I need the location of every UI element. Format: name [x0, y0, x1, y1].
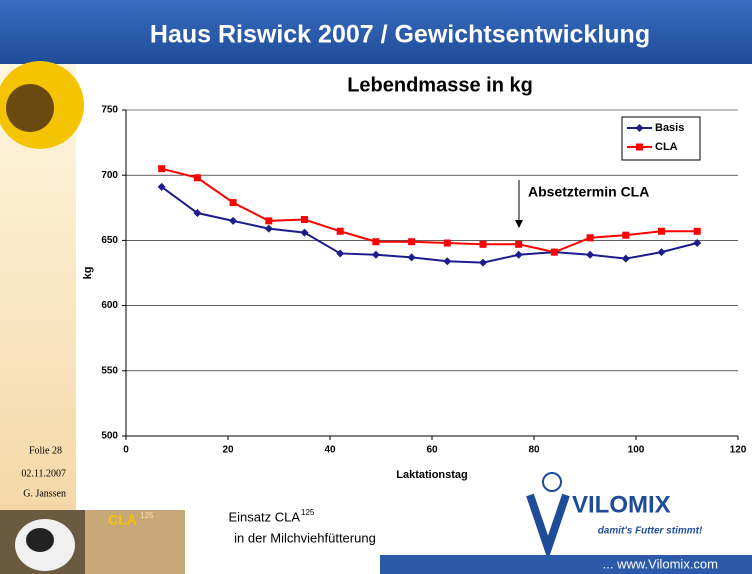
caption: Einsatz CLA [228, 509, 300, 524]
caption: in der Milchviehfütterung [234, 530, 376, 545]
slogan: damit's Futter stimmt! [598, 526, 703, 537]
x-tick-label: 40 [324, 445, 336, 456]
marker [515, 240, 523, 248]
marker [479, 240, 487, 248]
legend-label: CLA [655, 141, 678, 153]
marker [301, 216, 308, 224]
y-tick-label: 750 [101, 105, 118, 116]
cla-logo-sup: 125 [140, 511, 154, 520]
marker [372, 238, 380, 246]
x-tick-label: 0 [123, 445, 129, 456]
marker [229, 216, 238, 225]
marker [586, 234, 594, 242]
y-tick-label: 500 [101, 431, 118, 442]
marker [300, 228, 309, 237]
marker [408, 238, 416, 246]
header-bar [0, 0, 752, 64]
slide-author: G. Janssen [23, 488, 66, 499]
x-tick-label: 100 [628, 445, 645, 456]
marker [693, 239, 702, 248]
y-tick-label: 700 [101, 170, 118, 181]
legend-box [621, 116, 701, 161]
marker [658, 227, 665, 235]
marker [635, 124, 644, 132]
slide-number: Folie 28 [29, 445, 62, 456]
x-tick-label: 20 [222, 445, 234, 456]
marker [264, 224, 273, 233]
marker [586, 250, 595, 259]
annotation: Absetztermin CLA [528, 184, 649, 200]
marker [229, 199, 237, 207]
marker [693, 227, 701, 235]
marker [550, 248, 558, 256]
marker [157, 182, 166, 191]
marker [514, 250, 523, 259]
series-line [161, 186, 698, 264]
x-tick-label: 120 [730, 445, 747, 456]
marker [657, 248, 666, 257]
x-tick-label: 60 [426, 445, 438, 456]
marker [371, 250, 380, 259]
x-tick-label: 80 [528, 445, 540, 456]
y-axis-label: kg [82, 267, 94, 280]
url: ... www.Vilomix.com [603, 556, 718, 571]
series-line [161, 167, 698, 254]
chart-title: Lebendmasse in kg [347, 74, 533, 96]
y-tick-label: 650 [101, 235, 118, 246]
slide-date: 02.11.2007 [21, 468, 66, 479]
footer-bar [380, 555, 752, 574]
x-axis-label: Laktationstag [396, 469, 468, 481]
marker [622, 231, 630, 239]
y-tick-label: 550 [101, 365, 118, 376]
brand: VILOMIX [572, 491, 671, 518]
marker [443, 239, 451, 247]
footer-images [0, 510, 185, 574]
vilomix-logo [526, 472, 570, 561]
slide-title: Haus Riswick 2007 / Gewichtsentwicklung [150, 21, 650, 49]
caption-sup: 125 [301, 508, 315, 517]
marker [636, 143, 643, 151]
sunflower [0, 61, 84, 149]
marker [193, 174, 201, 182]
cla-logo: CLA [108, 512, 137, 528]
y-tick-label: 600 [101, 300, 118, 311]
marker [407, 253, 416, 262]
legend-label: Basis [655, 122, 684, 134]
marker [336, 249, 345, 258]
marker [193, 209, 202, 218]
marker [265, 217, 273, 225]
annotation-arrow [515, 180, 523, 228]
marker [336, 227, 344, 235]
marker [443, 257, 452, 266]
marker [621, 254, 630, 263]
marker [158, 165, 166, 173]
marker [479, 258, 487, 267]
